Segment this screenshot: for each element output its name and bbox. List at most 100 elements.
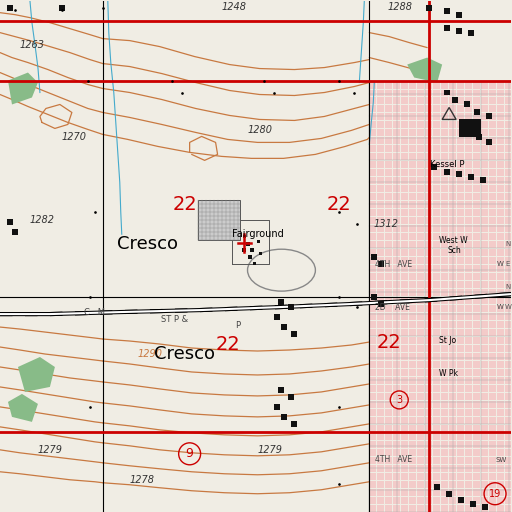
Bar (473, 465, 480, 472)
Bar (449, 409, 456, 416)
Bar (505, 385, 512, 392)
Bar (489, 130, 496, 136)
Bar (393, 241, 400, 248)
Bar (449, 361, 456, 368)
Bar (473, 185, 480, 193)
Polygon shape (8, 394, 38, 422)
Bar (473, 313, 480, 320)
Bar (385, 145, 392, 153)
Bar (505, 217, 512, 224)
Bar (425, 297, 432, 304)
Bar (489, 377, 496, 384)
Bar (457, 353, 464, 360)
Bar (465, 194, 472, 200)
Bar (497, 433, 504, 440)
Bar (505, 114, 512, 120)
Bar (377, 201, 385, 208)
Bar (489, 297, 496, 304)
Bar (377, 265, 385, 272)
Bar (417, 385, 424, 392)
Bar (441, 457, 448, 464)
Bar (393, 457, 400, 464)
Bar (497, 90, 504, 96)
Bar (288, 394, 294, 400)
Bar (393, 417, 400, 424)
Bar (377, 297, 385, 304)
Bar (489, 265, 496, 272)
Text: 22: 22 (377, 332, 401, 352)
Text: St Jo: St Jo (439, 335, 456, 345)
Bar (401, 489, 408, 496)
Bar (441, 377, 448, 384)
Bar (369, 281, 376, 288)
Bar (449, 209, 456, 216)
Bar (473, 369, 480, 376)
Bar (377, 353, 385, 360)
Bar (449, 121, 456, 129)
Bar (497, 393, 504, 400)
Bar (417, 305, 424, 312)
Bar (393, 209, 400, 216)
Bar (457, 489, 464, 496)
Bar (425, 185, 432, 193)
Text: 1248: 1248 (222, 2, 247, 12)
Bar (417, 313, 424, 320)
Bar (425, 273, 432, 280)
Bar (465, 105, 472, 113)
Bar (441, 81, 448, 89)
Bar (497, 161, 504, 168)
Bar (385, 481, 392, 488)
Bar (401, 265, 408, 272)
Bar (489, 361, 496, 368)
Bar (457, 201, 464, 208)
Bar (481, 169, 488, 176)
Bar (457, 337, 464, 344)
Bar (465, 169, 472, 176)
Bar (497, 417, 504, 424)
Bar (401, 257, 408, 264)
Bar (505, 329, 512, 336)
Bar (465, 489, 472, 496)
Bar (505, 257, 512, 264)
Bar (385, 353, 392, 360)
Bar (481, 194, 488, 200)
Bar (465, 321, 472, 328)
Bar (449, 114, 456, 120)
Bar (417, 345, 424, 352)
Bar (481, 465, 488, 472)
Bar (425, 130, 432, 136)
Bar (449, 465, 456, 472)
Bar (444, 25, 450, 31)
Bar (377, 241, 385, 248)
Bar (473, 361, 480, 368)
Bar (409, 177, 416, 184)
Bar (393, 449, 400, 456)
Bar (476, 135, 482, 140)
Bar (489, 217, 496, 224)
Bar (441, 233, 448, 240)
Bar (505, 225, 512, 232)
Bar (409, 321, 416, 328)
Bar (409, 217, 416, 224)
Bar (457, 137, 464, 144)
Bar (457, 257, 464, 264)
Bar (401, 297, 408, 304)
Bar (449, 441, 456, 448)
Bar (505, 353, 512, 360)
Text: 4TH   AVE: 4TH AVE (375, 455, 412, 464)
Bar (449, 433, 456, 440)
Bar (505, 201, 512, 208)
Text: SW: SW (495, 457, 506, 463)
Bar (473, 121, 480, 129)
Bar (449, 217, 456, 224)
Bar (369, 169, 376, 176)
Bar (369, 201, 376, 208)
Bar (401, 369, 408, 376)
Bar (473, 130, 480, 136)
Bar (473, 217, 480, 224)
Bar (417, 297, 424, 304)
Bar (505, 393, 512, 400)
Bar (425, 281, 432, 288)
Bar (433, 313, 440, 320)
Bar (377, 90, 385, 96)
